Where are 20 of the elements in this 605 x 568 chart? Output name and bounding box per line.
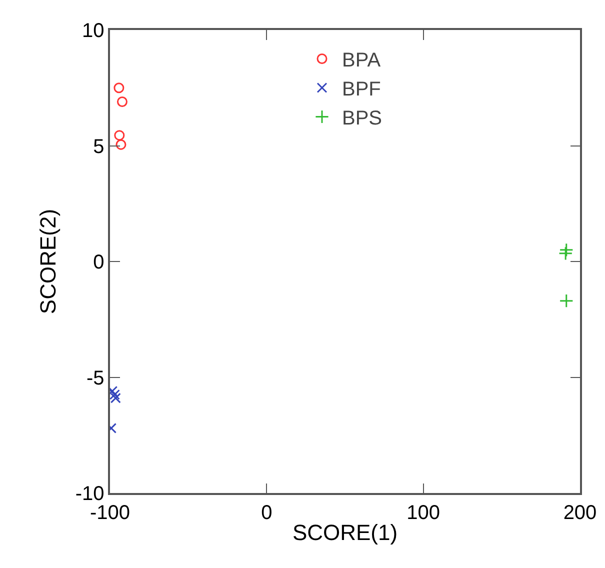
legend-label: BPS bbox=[342, 108, 382, 130]
point bbox=[114, 130, 125, 141]
point bbox=[559, 294, 574, 308]
y-tick-label: 5 bbox=[93, 136, 104, 158]
legend-label: BPF bbox=[342, 78, 381, 101]
x-tick-label: 100 bbox=[406, 502, 440, 524]
x-tick-label: 0 bbox=[261, 502, 272, 524]
x-axis-title: SCORE(1) bbox=[292, 520, 398, 546]
y-tick-label: 0 bbox=[93, 252, 104, 274]
y-axis-title: SCORE(2) bbox=[36, 208, 60, 314]
point bbox=[559, 242, 574, 257]
y-tick-label: 10 bbox=[82, 20, 104, 42]
point bbox=[116, 96, 128, 108]
point bbox=[558, 246, 573, 260]
x-tick-label: 200 bbox=[563, 502, 597, 524]
legend-label: BPA bbox=[342, 50, 382, 72]
point bbox=[114, 82, 124, 94]
point bbox=[110, 389, 120, 400]
point bbox=[116, 139, 126, 150]
y-tick-label: -5 bbox=[86, 367, 104, 390]
